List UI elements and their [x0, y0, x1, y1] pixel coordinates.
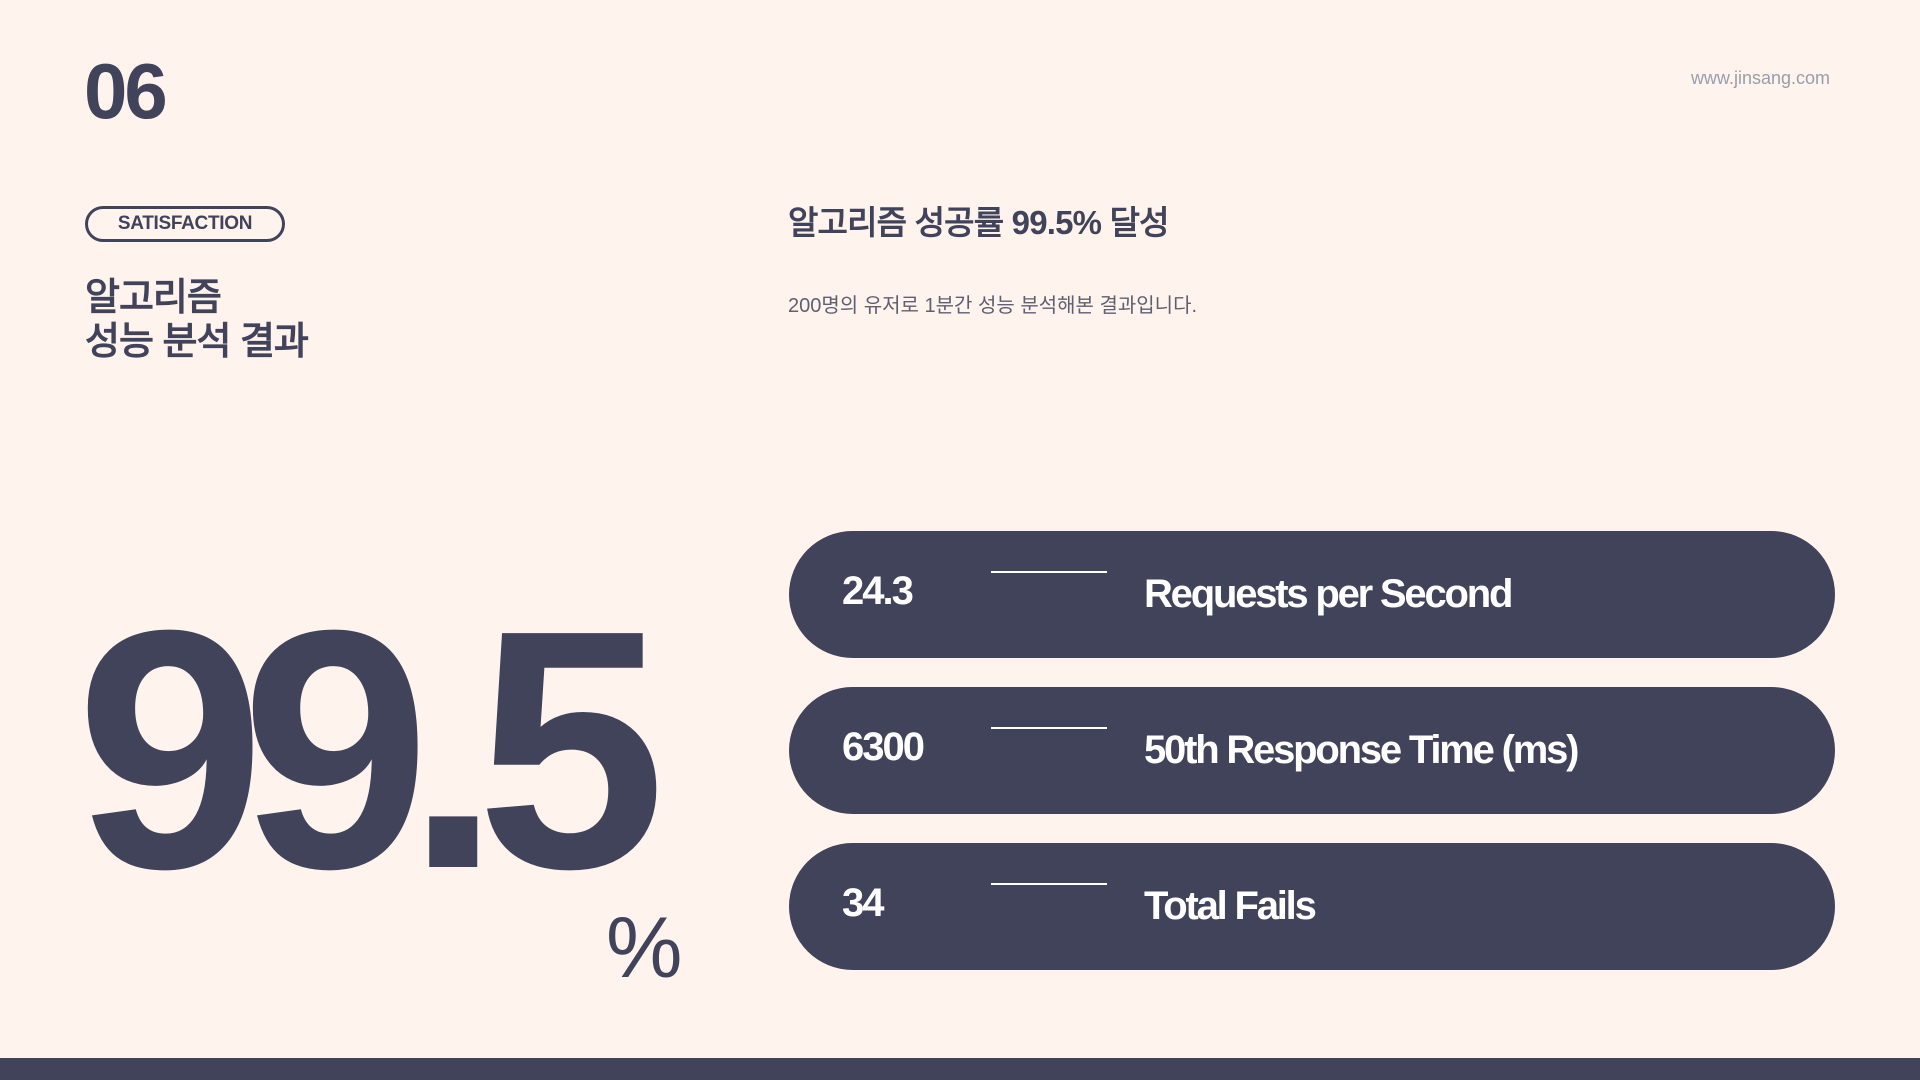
big-figure-value: 99.5 [76, 560, 666, 940]
stat-value: 24.3 [842, 569, 914, 613]
section-badge: SATISFACTION [85, 206, 285, 242]
big-figure: 99.5 % [76, 560, 682, 991]
stat-divider [991, 571, 1107, 573]
stat-divider [991, 883, 1107, 885]
section-title-line-1: 알고리즘 [85, 277, 222, 319]
site-url[interactable]: www.jinsang.com [1690, 68, 1830, 88]
stat-label: Total Fails [1144, 884, 1317, 928]
stat-label: 50th Response Time (ms) [1144, 728, 1579, 772]
stat-row-response-time: 6300 50th Response Time (ms) [789, 687, 1835, 814]
headline: 알고리즘 성공률 99.5% 달성 [788, 204, 1170, 241]
stat-value: 6300 [842, 725, 925, 769]
stat-divider [991, 727, 1107, 729]
section-title-line-2: 성능 분석 결과 [85, 321, 309, 363]
stats-list: 24.3 Requests per Second 6300 50th Respo… [789, 531, 1835, 999]
page-number: 06 [84, 47, 168, 135]
footer-bar [0, 1058, 1920, 1080]
stat-label: Requests per Second [1144, 572, 1513, 616]
description: 200명의 유저로 1분간 성능 분석해본 결과입니다. [788, 295, 1198, 317]
stat-row-total-fails: 34 Total Fails [789, 843, 1835, 970]
stat-value: 34 [842, 881, 884, 925]
section-title: 알고리즘 성능 분석 결과 [85, 276, 309, 364]
stat-row-requests: 24.3 Requests per Second [789, 531, 1835, 658]
big-figure-unit: % [606, 900, 683, 996]
